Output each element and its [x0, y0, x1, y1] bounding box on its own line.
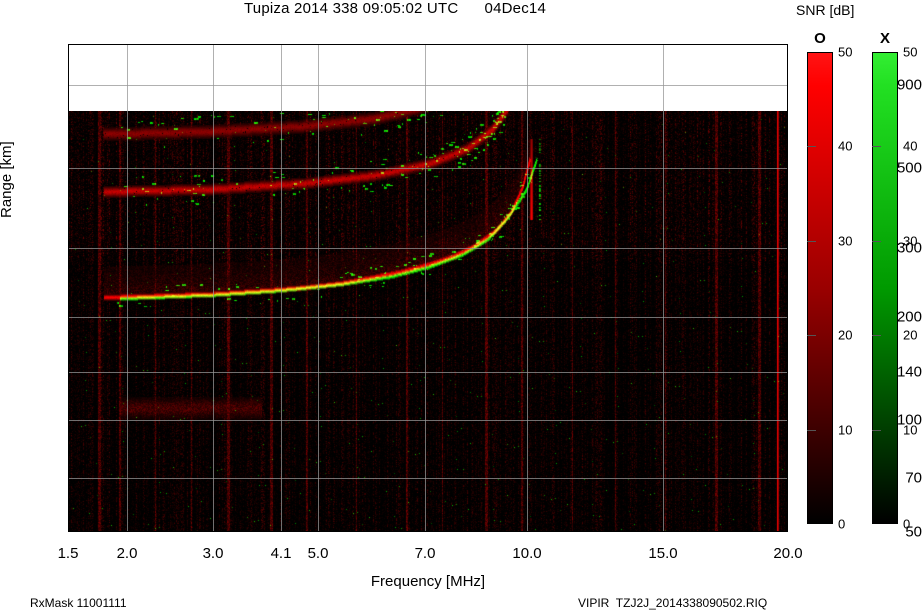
x-tick-label: 15.0	[648, 545, 678, 562]
colorbar-o-mode	[807, 52, 833, 524]
colorbar-tick-label: 40	[838, 138, 853, 154]
colorbar-tick-dash	[807, 335, 816, 337]
gridline-vertical	[663, 45, 664, 531]
gridline-horizontal	[69, 317, 787, 318]
colorbar-tick-dash	[872, 240, 881, 242]
y-tick-label: 100	[896, 411, 922, 429]
page-title: Tupiza 2014 338 09:05:02 UTC 04Dec14	[244, 0, 546, 17]
colorbar-tick-label: 40	[903, 138, 918, 154]
ionogram-image	[69, 111, 787, 531]
x-tick-label: 4.1	[270, 545, 292, 562]
x-tick-label: 20.0	[773, 545, 803, 562]
gridline-horizontal	[69, 168, 787, 169]
y-tick-label: 70	[905, 469, 922, 487]
ionogram-plot[interactable]	[68, 44, 788, 532]
colorbar-tick-dash	[872, 146, 881, 148]
y-tick-label: 140	[896, 363, 922, 381]
colorbar-title: SNR [dB]	[796, 2, 855, 18]
gridline-horizontal	[69, 372, 787, 373]
y-tick-label: 50	[905, 523, 922, 541]
y-tick-label: 300	[896, 239, 922, 257]
colorbar-tick-dash	[807, 240, 816, 242]
colorbar-tick-dash	[807, 146, 816, 148]
gridline-vertical	[425, 45, 426, 531]
gridline-horizontal	[69, 478, 787, 479]
colorbar-tick-label: 30	[838, 233, 853, 249]
x-tick-label: 1.5	[57, 545, 79, 562]
footer-rxmask: RxMask 11001111	[30, 596, 127, 610]
y-tick-label: 200	[896, 308, 922, 326]
colorbar-tick-dash	[872, 335, 881, 337]
colorbar-tick-label: 50	[838, 44, 853, 60]
footer-source: VIPIR TZJ2J_2014338090502.RIQ	[578, 596, 768, 610]
colorbar-tick-dash	[807, 429, 816, 431]
colorbar-tick-dash	[872, 429, 881, 431]
x-tick-label: 10.0	[512, 545, 542, 562]
y-axis-title: Range [km]	[0, 141, 15, 218]
colorbar-tick-label: 20	[903, 327, 918, 343]
colorbar-x-letter: X	[879, 30, 890, 47]
x-tick-label: 5.0	[307, 545, 329, 562]
colorbar-tick-label: 0	[903, 516, 911, 532]
gridline-vertical	[318, 45, 319, 531]
colorbar-tick-label: 20	[838, 327, 853, 343]
gridline-vertical	[281, 45, 282, 531]
gridline-horizontal	[69, 248, 787, 249]
gridline-vertical	[127, 45, 128, 531]
y-tick-label: 900	[896, 76, 922, 94]
gridline-horizontal	[69, 85, 787, 86]
gridline-vertical	[527, 45, 528, 531]
colorbar-tick-label: 10	[903, 422, 918, 438]
gridline-horizontal	[69, 420, 787, 421]
no-data-band	[69, 45, 787, 111]
colorbar-tick-label: 0	[838, 516, 846, 532]
colorbar-x-mode	[872, 52, 898, 524]
x-axis-title: Frequency [MHz]	[370, 573, 486, 590]
ionogram-data-canvas	[69, 111, 787, 531]
colorbar-tick-label: 30	[903, 233, 918, 249]
colorbar-o-letter: O	[814, 30, 826, 47]
colorbar-tick-label: 10	[838, 422, 853, 438]
x-tick-label: 2.0	[116, 545, 138, 562]
x-tick-label: 3.0	[202, 545, 224, 562]
colorbar-tick-label: 50	[903, 44, 918, 60]
y-tick-label: 500	[896, 159, 922, 177]
x-tick-label: 7.0	[414, 545, 436, 562]
gridline-vertical	[213, 45, 214, 531]
